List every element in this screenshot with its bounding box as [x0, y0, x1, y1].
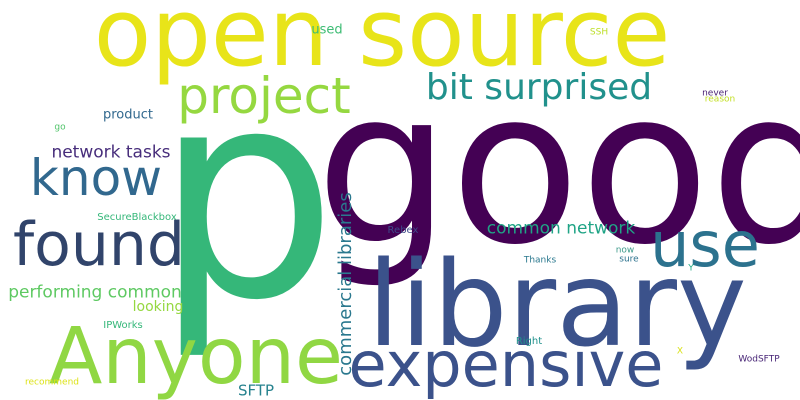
word-looking: looking	[133, 300, 184, 314]
word-used: used	[311, 24, 342, 37]
word-use: use	[650, 214, 760, 276]
word-rebex: Rebex	[388, 226, 419, 236]
word-secureblackbox: SecureBlackbox	[97, 213, 177, 223]
word-thanks: Thanks	[524, 257, 556, 266]
word-network-tasks: network tasks	[51, 145, 170, 162]
word-recommend: recommend	[25, 379, 79, 388]
word-project: project	[177, 71, 351, 121]
word-right: Right	[516, 337, 542, 347]
word-expensive: expensive	[349, 334, 664, 396]
word-sure: sure	[619, 256, 638, 265]
word-commercial-libraries: commercial libraries	[337, 192, 355, 375]
word-found: found	[13, 215, 185, 275]
word-common-network: common network	[487, 221, 635, 238]
word-ipworks: IPWorks	[103, 321, 143, 331]
word-product: product	[103, 109, 153, 122]
word-x: X	[677, 348, 683, 357]
word-sftp: SFTP	[238, 384, 274, 399]
word-go: go	[54, 124, 65, 133]
word-reason: reason	[705, 96, 735, 105]
word-anyone: Anyone	[49, 318, 343, 396]
word-y: Y	[688, 265, 694, 274]
word-wodsftp: WodSFTP	[738, 356, 779, 365]
word-bit-surprised: bit surprised	[426, 70, 652, 106]
word-ssh: SSH	[590, 29, 608, 38]
